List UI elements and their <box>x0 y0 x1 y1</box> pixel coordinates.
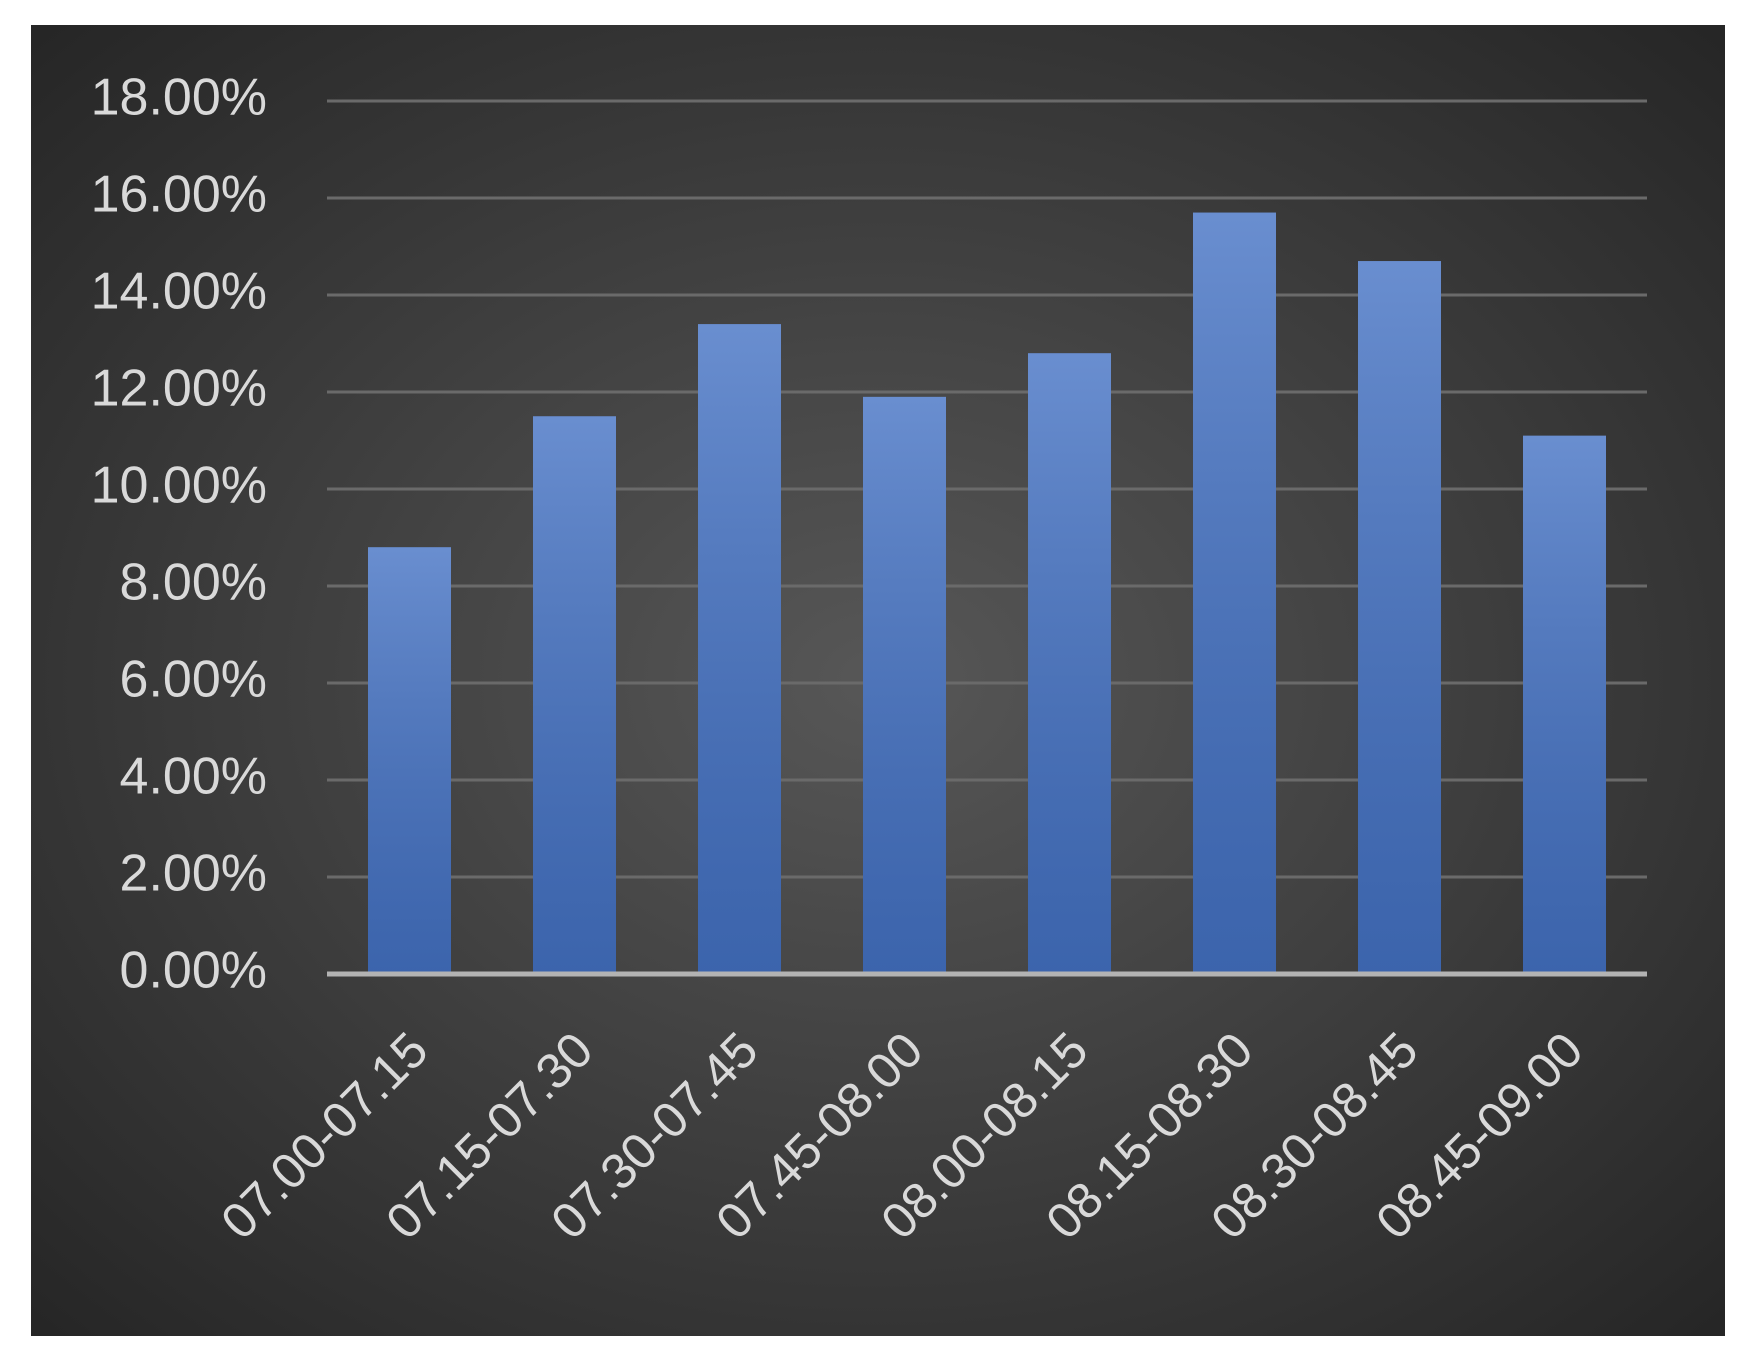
bar-shade <box>698 324 781 975</box>
y-tick-label: 6.00% <box>120 651 267 709</box>
y-tick-label: 12.00% <box>91 360 267 418</box>
bar-shade <box>1193 212 1276 975</box>
bar-shade <box>1028 353 1111 974</box>
y-tick-label: 2.00% <box>120 845 267 903</box>
y-tick-label: 8.00% <box>120 554 267 612</box>
bar-shade <box>533 416 616 974</box>
bar-shade <box>1523 435 1606 974</box>
bar-shade <box>1358 261 1441 974</box>
bar-shade <box>863 396 946 975</box>
y-tick-label: 0.00% <box>120 942 267 1000</box>
y-tick-label: 18.00% <box>91 69 267 127</box>
y-tick-label: 14.00% <box>91 263 267 321</box>
y-tick-label: 10.00% <box>91 457 267 515</box>
bar-shade <box>368 547 451 974</box>
y-tick-label: 16.00% <box>91 166 267 224</box>
y-tick-label: 4.00% <box>120 748 267 806</box>
